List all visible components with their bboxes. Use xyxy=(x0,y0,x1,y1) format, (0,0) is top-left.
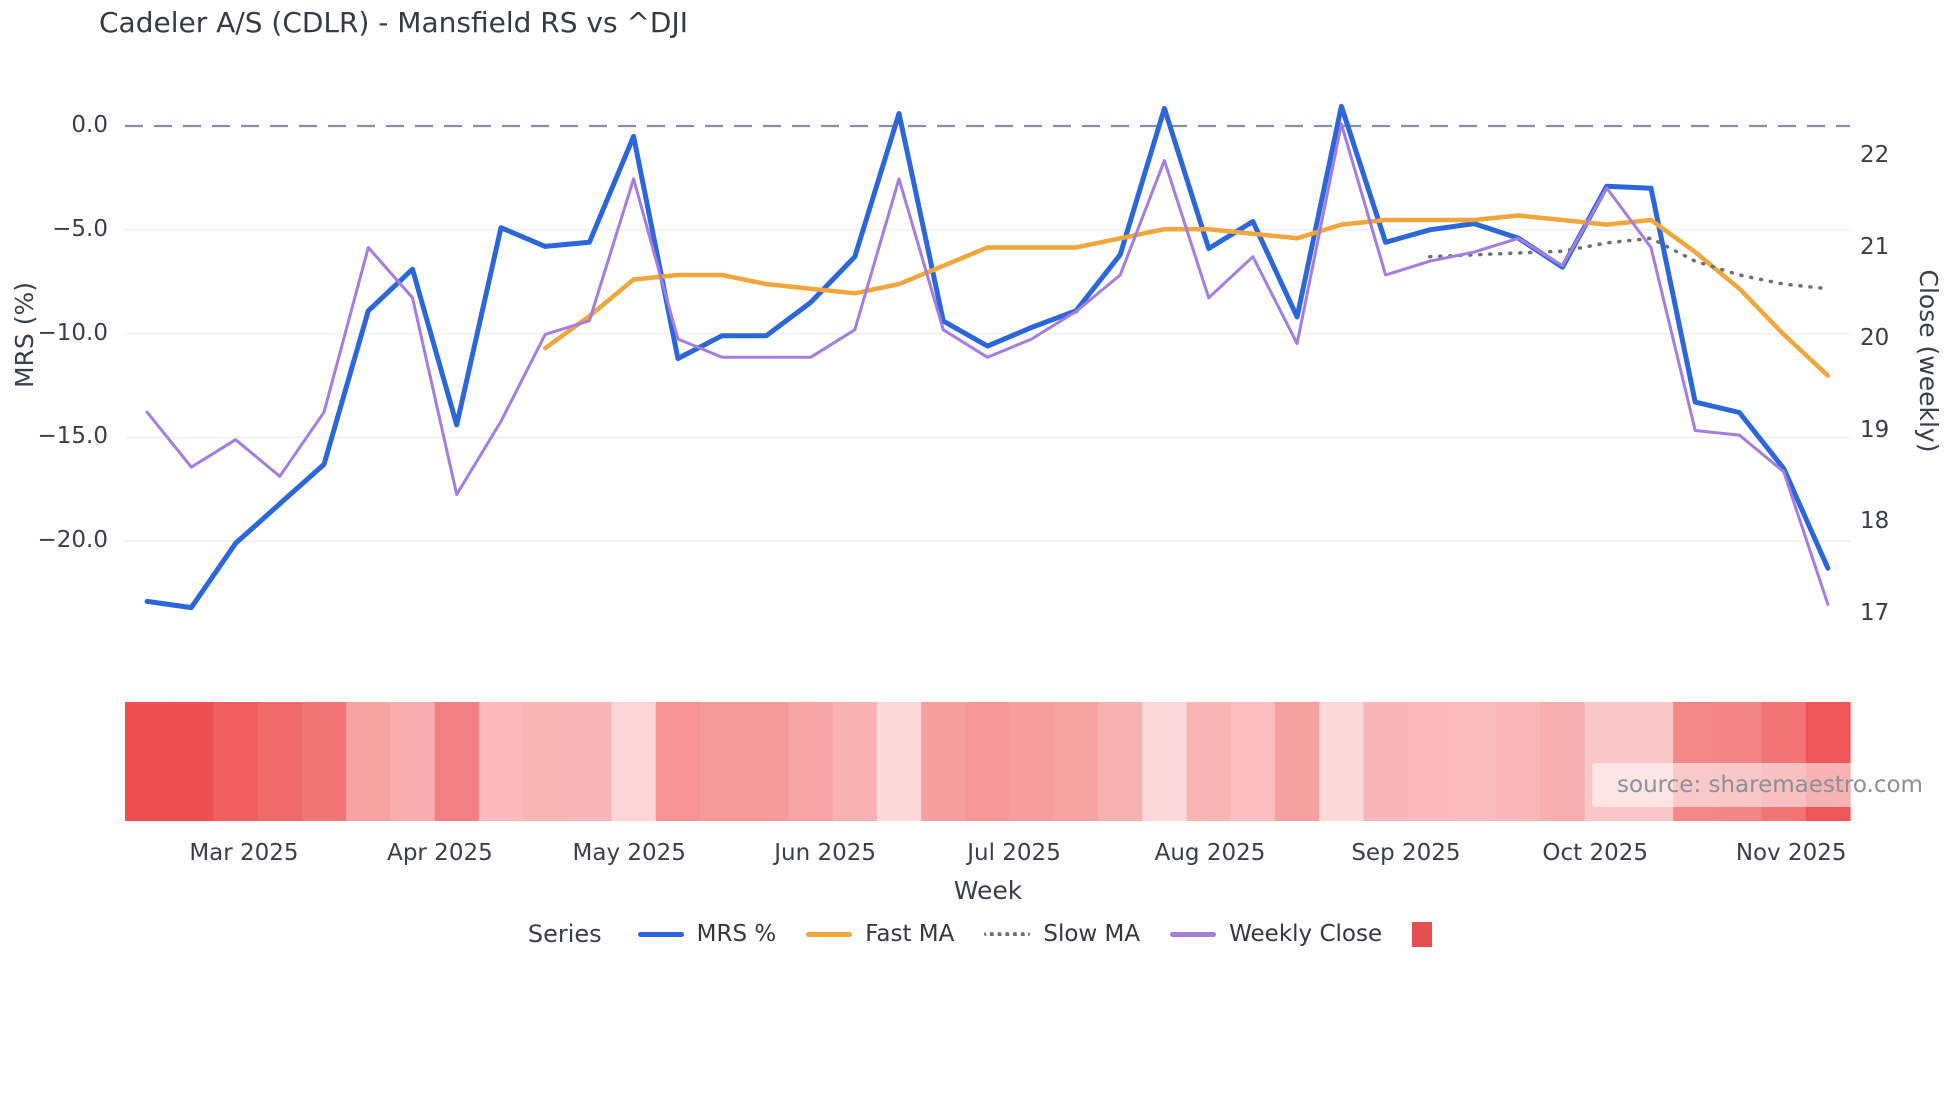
series-line-weekly-close xyxy=(145,122,1830,606)
heat-strip-cell xyxy=(744,702,790,821)
legend: Series MRS % Fast MA Slow MA Weekly Close xyxy=(0,920,1960,948)
series-line-slow-ma xyxy=(1428,236,1830,291)
heat-strip-cell xyxy=(213,702,259,821)
legend-item-label: Weekly Close xyxy=(1229,921,1383,947)
x-tick-label: May 2025 xyxy=(572,840,686,866)
y-right-tick-label: 19 xyxy=(1860,416,1890,443)
heat-strip-cell xyxy=(611,702,657,821)
y-left-tick-label: −20.0 xyxy=(37,527,108,554)
x-tick-label: Mar 2025 xyxy=(189,840,299,866)
heat-strip-cell xyxy=(1098,702,1143,821)
heat-strip-cell xyxy=(1186,702,1232,821)
series-line-fast-ma xyxy=(542,213,1831,378)
legend-item-label: MRS % xyxy=(696,921,777,947)
x-tick-label: Sep 2025 xyxy=(1351,840,1461,866)
legend-line-swatch-icon xyxy=(637,931,684,937)
x-tick-label: Aug 2025 xyxy=(1154,840,1266,866)
heat-strip-cell xyxy=(1496,702,1541,821)
x-tick-label: Jul 2025 xyxy=(967,840,1061,866)
heat-strip-cell xyxy=(478,702,524,821)
heat-strip-cell xyxy=(124,702,170,821)
heat-strip-cell xyxy=(699,702,745,821)
heat-strip-cell xyxy=(1053,702,1099,821)
heat-strip-cell xyxy=(1319,702,1365,821)
heat-strip-cell xyxy=(921,702,966,821)
y-left-tick-label: 0.0 xyxy=(71,112,108,138)
heat-strip-cell xyxy=(257,702,303,821)
y-left-tick-label: −15.0 xyxy=(37,423,108,450)
heat-strip-cell xyxy=(876,702,922,821)
heat-strip-cell xyxy=(1009,702,1055,821)
legend-line-swatch-icon xyxy=(984,932,1031,936)
heat-strip-cell xyxy=(965,702,1011,821)
legend-line-swatch-icon xyxy=(806,931,853,937)
heat-strip-cell xyxy=(1363,702,1409,821)
heat-strip-cell xyxy=(346,702,391,821)
y-right-tick-label: 21 xyxy=(1860,233,1890,260)
heat-strip-cell xyxy=(434,702,480,821)
y-left-tick-label: −10.0 xyxy=(37,319,108,346)
heat-strip-cell xyxy=(1451,702,1497,821)
heat-strip-cell xyxy=(1142,702,1188,821)
y-axis-right-title: Close (weekly) xyxy=(1914,269,1943,453)
heat-strip-cell xyxy=(655,702,701,821)
legend-title: Series xyxy=(527,920,602,948)
legend-item xyxy=(1412,921,1433,947)
legend-item: MRS % xyxy=(637,921,777,947)
y-right-tick-label: 17 xyxy=(1860,599,1890,626)
heat-strip-cell xyxy=(390,702,436,821)
y-right-tick-label: 18 xyxy=(1860,508,1890,534)
heat-strip-cell xyxy=(788,702,834,821)
x-axis-title: Week xyxy=(953,876,1023,905)
legend-item: Fast MA xyxy=(806,921,954,947)
legend-heatmap-swatch-icon xyxy=(1412,921,1433,947)
y-right-tick-label: 22 xyxy=(1860,142,1890,168)
heat-strip-cell xyxy=(301,702,347,821)
heat-strip-cell xyxy=(1230,702,1276,821)
heat-strip-cell xyxy=(1407,702,1453,821)
heat-strip-cell xyxy=(523,702,568,821)
legend-item: Slow MA xyxy=(984,921,1140,947)
legend-item-label: Slow MA xyxy=(1043,921,1141,947)
heat-strip-cell xyxy=(1275,702,1320,821)
source-attribution: source: sharemaestro.com xyxy=(1592,763,1948,807)
x-tick-label: Apr 2025 xyxy=(387,840,493,866)
y-left-tick-label: −5.0 xyxy=(52,215,108,242)
y-right-tick-label: 20 xyxy=(1860,325,1890,351)
x-tick-label: Jun 2025 xyxy=(774,840,877,866)
x-tick-label: Oct 2025 xyxy=(1542,840,1649,866)
heat-strip-cell xyxy=(1540,702,1586,821)
chart-title: Cadeler A/S (CDLR) - Mansfield RS vs ^DJ… xyxy=(99,6,688,39)
heat-strip-cell xyxy=(832,702,878,821)
legend-item: Weekly Close xyxy=(1170,921,1382,947)
heat-strip-cell xyxy=(169,702,215,821)
x-tick-label: Nov 2025 xyxy=(1735,840,1847,866)
heat-strip-cell xyxy=(567,702,613,821)
source-text: source: sharemaestro.com xyxy=(1617,772,1923,798)
legend-line-swatch-icon xyxy=(1170,931,1217,937)
legend-item-label: Fast MA xyxy=(865,921,955,947)
